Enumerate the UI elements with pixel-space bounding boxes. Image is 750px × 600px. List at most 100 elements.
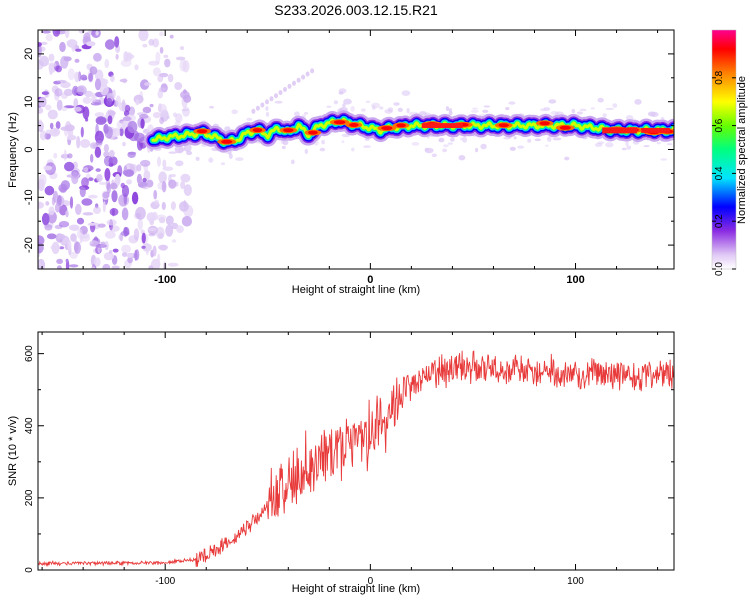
haze-speckle: [527, 138, 532, 143]
haze-speckle: [643, 145, 650, 148]
noise-speckle: [112, 248, 119, 253]
ridge-hotspot-core: [381, 126, 393, 131]
noise-speckle: [127, 256, 133, 264]
noise-speckle: [58, 221, 70, 228]
noise-speckle: [179, 46, 185, 51]
noise-speckle: [165, 224, 174, 237]
noise-speckle: [123, 193, 128, 205]
noise-speckle: [158, 87, 167, 92]
noise-speckle: [40, 41, 48, 46]
noise-speckle: [110, 182, 118, 190]
noise-speckle: [75, 48, 82, 52]
haze-speckle: [195, 156, 200, 161]
noise-speckle: [135, 206, 146, 220]
noise-speckle: [83, 167, 89, 172]
noise-speckle: [106, 182, 112, 194]
noise-speckle: [81, 198, 93, 206]
noise-speckle: [121, 244, 132, 253]
noise-speckle: [104, 168, 111, 181]
harmonic-speckle: [305, 71, 310, 77]
noise-speckle: [95, 116, 107, 125]
noise-speckle: [103, 252, 114, 261]
noise-speckle: [121, 99, 126, 112]
noise-speckle: [175, 113, 183, 123]
noise-speckle: [82, 96, 92, 104]
noise-speckle: [126, 54, 135, 59]
noise-speckle: [167, 262, 179, 267]
noise-speckle: [140, 159, 151, 167]
noise-speckle: [100, 241, 106, 245]
haze-speckle: [363, 145, 371, 149]
noise-speckle: [38, 107, 44, 114]
noise-speckle: [65, 258, 69, 263]
y-tick-label: 0: [24, 567, 35, 573]
noise-speckle: [122, 252, 128, 257]
haze-speckle: [181, 109, 189, 112]
haze-speckle: [265, 111, 270, 117]
noise-speckle: [152, 67, 161, 77]
noise-speckle: [57, 194, 62, 206]
haze-speckle: [406, 108, 410, 114]
noise-speckle: [126, 179, 132, 185]
noise-speckle: [104, 58, 110, 69]
haze-speckle: [605, 142, 614, 148]
noise-speckle: [142, 43, 148, 48]
noise-speckle: [76, 85, 87, 96]
noise-speckle: [46, 233, 57, 240]
haze-speckle: [513, 136, 517, 140]
haze-speckle: [552, 137, 562, 141]
noise-speckle: [104, 126, 114, 139]
haze-speckle: [540, 108, 547, 112]
noise-speckle: [145, 244, 149, 256]
noise-speckle: [54, 88, 63, 97]
snr-axes: -100 0 100 0 200 400 600: [24, 332, 674, 587]
colorbar-gradient: [712, 30, 736, 269]
noise-speckle: [122, 170, 128, 175]
noise-speckle: [120, 182, 126, 189]
colorbar-frame: [711, 29, 737, 270]
haze-speckle: [393, 102, 400, 106]
haze-speckle: [534, 138, 542, 142]
noise-speckle: [175, 181, 179, 187]
noise-speckle: [56, 258, 63, 264]
haze-speckle: [265, 106, 269, 111]
noise-speckle: [56, 99, 63, 111]
noise-speckle: [96, 243, 107, 248]
noise-speckle: [112, 127, 121, 137]
noise-speckle: [176, 225, 184, 233]
x-tick-label: 0: [368, 576, 374, 587]
haze-speckle: [597, 141, 605, 145]
noise-speckle: [161, 180, 167, 193]
haze-speckle: [547, 136, 552, 142]
haze-speckle: [350, 105, 355, 112]
ridge: [143, 110, 674, 153]
noise-speckle: [43, 165, 53, 171]
noise-speckle: [155, 51, 161, 64]
noise-speckle: [159, 72, 169, 78]
noise-speckle: [83, 32, 91, 43]
haze-speckle: [460, 137, 464, 141]
noise-speckle: [45, 201, 50, 206]
noise-speckle: [57, 265, 62, 269]
haze-speckle: [168, 151, 177, 154]
haze-speckle: [220, 162, 226, 166]
haze-speckle: [326, 105, 332, 108]
haze-speckle: [612, 103, 618, 108]
haze-speckle: [351, 147, 355, 152]
haze-speckle: [397, 107, 403, 112]
noise-speckles: [38, 30, 194, 269]
ridge-hotspot-core: [559, 125, 571, 130]
noise-speckle: [58, 204, 68, 216]
haze-speckle: [290, 159, 295, 165]
noise-speckle: [39, 130, 47, 141]
y-tick-label: -10: [23, 189, 35, 205]
noise-speckle: [80, 74, 88, 81]
noise-speckle: [102, 263, 111, 269]
noise-speckle: [153, 189, 158, 200]
noise-speckle: [179, 59, 187, 72]
noise-speckle: [44, 185, 55, 196]
haze-speckle: [419, 111, 427, 116]
noise-speckle: [152, 38, 160, 48]
haze-speckle: [321, 139, 325, 145]
figure-title: S233.2026.003.12.15.R21: [274, 2, 438, 18]
